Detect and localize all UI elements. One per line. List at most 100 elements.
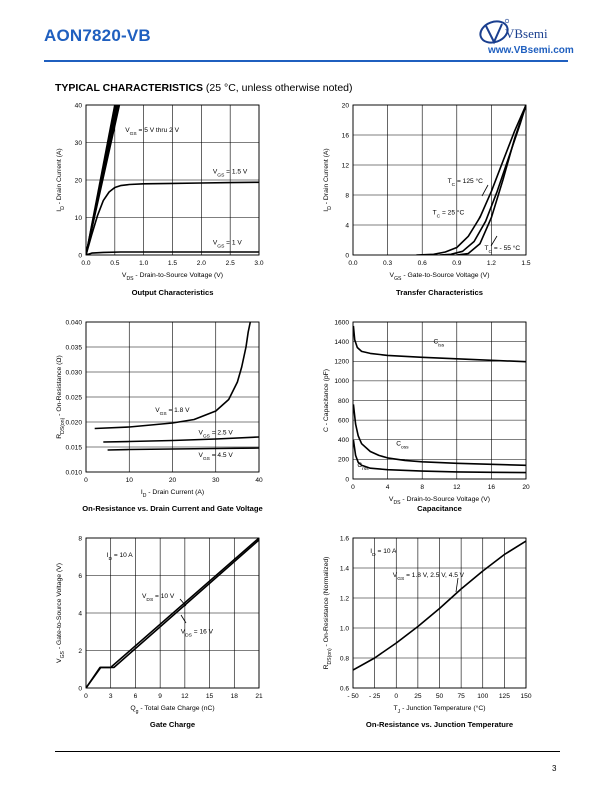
y-tick-label: 0	[345, 476, 349, 483]
y-tick-label: 16	[342, 132, 350, 139]
annotation-label: VGS = 1 V	[213, 240, 242, 250]
x-tick-label: 40	[255, 477, 263, 484]
x-tick-label: 20	[522, 484, 530, 491]
x-tick-label: 75	[457, 693, 465, 700]
x-tick-label: 9	[158, 693, 162, 700]
x-tick-label: 100	[477, 693, 488, 700]
x-axis-label: TJ - Junction Temperature (°C)	[393, 704, 485, 715]
y-axis-label: C - Capacitance (pF)	[323, 369, 330, 432]
website-link[interactable]: www.VBsemi.com	[488, 45, 574, 56]
y-tick-label: 4	[345, 222, 349, 229]
y-tick-label: 1.6	[340, 535, 349, 542]
annotation-label: TC = - 55 °C	[484, 244, 520, 255]
x-tick-label: 1.5	[168, 260, 177, 267]
page-number: 3	[552, 764, 557, 773]
x-tick-label: 15	[206, 693, 214, 700]
y-tick-label: 0.8	[340, 655, 349, 662]
y-axis-label: ID - Drain Current (A)	[56, 148, 66, 211]
plot-frame	[85, 104, 260, 256]
y-tick-label: 10	[75, 215, 83, 222]
x-tick-label: 0.9	[452, 260, 461, 267]
x-tick-label: 0.0	[348, 260, 357, 267]
x-tick-label: 30	[212, 477, 220, 484]
x-axis-label: Qg - Total Gate Charge (nC)	[130, 705, 214, 715]
y-tick-label: 1000	[334, 378, 349, 385]
series-line-1	[94, 322, 252, 430]
y-tick-label: 1.4	[340, 565, 349, 572]
chart-title: Capacitance	[417, 504, 462, 513]
y-tick-label: 0.025	[65, 394, 82, 401]
y-tick-label: 6	[78, 573, 82, 580]
vbsemi-logo-icon	[479, 18, 510, 45]
y-tick-label: 12	[342, 162, 350, 169]
chart-3: 0 10 20 30 40 0.010 0.015 0.020 0.025 0.030 0.035 0…	[56, 319, 263, 513]
x-tick-label: 50	[436, 693, 444, 700]
chart-4: 0 4 8 12 16 2002004006008001000120014001600Ci…	[323, 319, 530, 513]
x-tick-label: 8	[420, 484, 424, 491]
y-tick-label: 4	[78, 610, 82, 617]
chart-title: Gate Charge	[150, 720, 195, 729]
x-tick-label: 2.5	[226, 260, 235, 267]
x-tick-label: 0.5	[110, 260, 119, 267]
x-tick-label: 0	[84, 693, 88, 700]
section-heading: TYPICAL CHARACTERISTICS (25 °C, unless o…	[55, 82, 353, 94]
x-tick-label: 1.5	[521, 260, 530, 267]
x-tick-label: 3.0	[254, 260, 263, 267]
x-tick-label: 0	[394, 693, 398, 700]
x-tick-label: 125	[499, 693, 510, 700]
y-tick-label: 0	[78, 685, 82, 692]
plot-frame	[352, 537, 527, 689]
y-tick-label: 1.2	[340, 595, 349, 602]
x-tick-label: 0	[351, 484, 355, 491]
y-tick-label: 600	[338, 417, 349, 424]
chart-5: 0 3 6 9 12 15 18 21 0 2 4 6 8 ID = 10 A VDS = 10 V VDS …	[56, 535, 263, 729]
chart-title: On-Resistance vs. Junction Temperature	[366, 720, 513, 729]
series-line-3	[353, 439, 526, 474]
x-tick-label: 0	[84, 477, 88, 484]
y-tick-label: 1400	[334, 339, 349, 346]
x-tick-label: 18	[231, 693, 239, 700]
y-tick-label: 0.6	[340, 685, 349, 692]
x-tick-label: 1.2	[487, 260, 496, 267]
annotation-label: Crss	[357, 462, 369, 472]
y-tick-label: 200	[338, 457, 349, 464]
chart-1: 0.0 0.5 1.0 1.5 2.0 2.5 3.0 0 10 20 30 40 VGS = 5 V …	[56, 102, 264, 297]
series-line-3	[456, 105, 526, 255]
chart-6: - 50 - 25 0 25 50 75 100 125 150 0.6 0.8 1.0 1.2 1.4 1…	[323, 535, 532, 729]
y-tick-label: 400	[338, 437, 349, 444]
series-line-2	[86, 539, 259, 688]
x-tick-label: - 50	[347, 693, 359, 700]
annotation-label: TC = 125 °C	[448, 177, 484, 188]
chart-title: Output Characteristics	[132, 288, 214, 297]
section-title: TYPICAL CHARACTERISTICS	[55, 82, 203, 94]
brand-name: VBsemi	[505, 26, 548, 41]
x-tick-label: 0.0	[81, 260, 90, 267]
x-tick-label: 12	[453, 484, 461, 491]
y-tick-label: 1.0	[340, 625, 349, 632]
x-tick-label: 10	[126, 477, 134, 484]
annotation-label: ID = 10 A	[370, 548, 397, 558]
y-tick-label: 30	[75, 140, 83, 147]
section-note: (25 °C, unless otherwise noted)	[205, 82, 353, 94]
y-axis-label: RDS(on) - On-Resistance (Ω)	[56, 355, 66, 439]
part-number: AON7820-VB	[44, 26, 151, 45]
series-line-5	[86, 105, 121, 255]
y-tick-label: 0.015	[65, 444, 82, 451]
series-line-7	[86, 251, 259, 255]
series-line-6	[86, 181, 259, 255]
series-line-2	[353, 404, 526, 467]
callout-pointer	[455, 577, 459, 593]
y-tick-label: 0.030	[65, 369, 82, 376]
y-tick-label: 800	[338, 398, 349, 405]
x-tick-label: 2.0	[197, 260, 206, 267]
y-tick-label: 0.040	[65, 319, 82, 326]
chart-title: On-Resistance vs. Drain Current and Gate…	[82, 504, 262, 513]
x-tick-label: 25	[414, 693, 422, 700]
annotation-label: VGS = 2.5 V	[198, 430, 233, 440]
callout-pointer	[180, 614, 187, 624]
y-tick-label: 20	[75, 177, 83, 184]
x-tick-label: 1.0	[139, 260, 148, 267]
y-tick-label: 0	[78, 252, 82, 259]
series-line-3	[107, 447, 259, 451]
